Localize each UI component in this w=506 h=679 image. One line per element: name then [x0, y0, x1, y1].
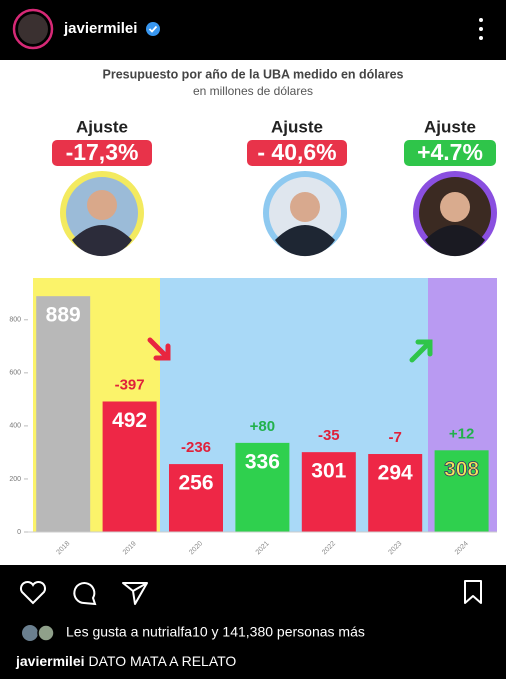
bar-value-label: 889	[46, 304, 81, 327]
verified-check	[148, 25, 158, 33]
chart-title: Presupuesto por año de la UBA medido en …	[103, 67, 404, 81]
more-button[interactable]	[479, 18, 483, 40]
change-label: -397	[115, 376, 145, 393]
comment-button[interactable]	[73, 582, 97, 606]
bar	[169, 464, 223, 532]
y-tick-label: 400	[9, 423, 21, 430]
annotation-value: +4.7%	[417, 139, 483, 165]
like-button[interactable]	[19, 580, 47, 605]
avatar-ring	[12, 8, 54, 50]
y-tick-label: 800	[9, 317, 21, 324]
bar-value-label: 492	[112, 409, 147, 432]
annotation-value: - 40,6%	[257, 139, 336, 165]
change-label: +12	[449, 425, 474, 442]
avatar[interactable]	[18, 14, 48, 44]
y-tick-label: 600	[9, 370, 21, 377]
annotation-pill	[52, 140, 152, 166]
likes-text[interactable]: Les gusta a nutrialfa10 y 141,380 person…	[66, 624, 365, 640]
portrait-face	[440, 192, 470, 222]
verified-badge	[146, 22, 160, 36]
change-label: -7	[389, 429, 402, 446]
username[interactable]: javiermilei	[63, 20, 137, 37]
bar-value-label: 294	[378, 462, 413, 485]
bar	[102, 401, 157, 532]
caption-user[interactable]: javiermilei	[15, 653, 85, 669]
portrait-body	[275, 225, 335, 257]
bar-value-label: 308	[444, 458, 479, 481]
caption: javiermilei DATO MATA A RELATO	[15, 653, 236, 669]
annotation-label: Ajuste	[271, 117, 323, 136]
liker-avatar	[37, 624, 55, 642]
chart-subtitle: en millones de dólares	[193, 84, 313, 98]
portrait-body	[425, 225, 485, 257]
down-arrow	[147, 337, 171, 361]
share-button[interactable]	[122, 582, 148, 605]
bar	[434, 450, 489, 532]
annotation-value: -17,3%	[66, 139, 139, 165]
y-tick-label: 200	[9, 476, 21, 483]
portrait-face	[290, 192, 320, 222]
portrait-face	[87, 190, 117, 220]
y-tick-label: 0	[17, 529, 21, 536]
change-label: +80	[250, 418, 275, 435]
caption-text: DATO MATA A RELATO	[89, 653, 237, 669]
annotation-pill	[404, 140, 496, 166]
bar	[36, 296, 91, 532]
save-button[interactable]	[464, 580, 482, 604]
bar-value-label: 336	[245, 450, 280, 473]
annotation-pill	[247, 140, 347, 166]
bar	[301, 452, 356, 532]
annotation-label: Ajuste	[76, 117, 128, 136]
liker-avatar	[22, 625, 38, 641]
bar-value-label: 301	[311, 460, 346, 483]
portrait-body	[72, 225, 132, 257]
bar	[368, 454, 423, 532]
up-arrow	[409, 339, 433, 363]
bar-value-label: 256	[178, 472, 213, 495]
bar	[235, 442, 290, 532]
annotation-label: Ajuste	[424, 117, 476, 136]
change-label: -236	[181, 439, 211, 456]
change-label: -35	[318, 427, 340, 444]
